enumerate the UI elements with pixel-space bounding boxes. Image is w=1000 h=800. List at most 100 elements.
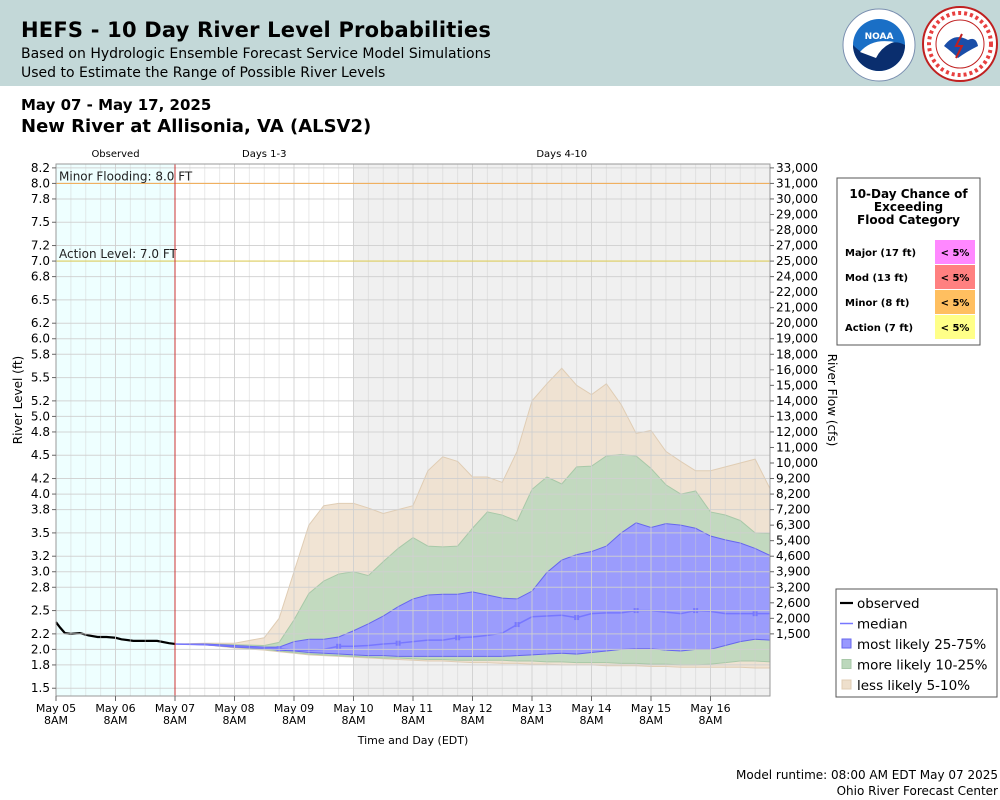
- x-tick-time: 8AM: [163, 714, 187, 727]
- y-tick-label: 6.5: [31, 293, 50, 307]
- y2-tick-label: 11,000: [776, 440, 818, 454]
- y-tick-label: 4.5: [31, 448, 50, 462]
- flood-table-category: Action (7 ft): [845, 323, 913, 334]
- x-tick-day: May 09: [274, 702, 314, 715]
- x-tick-time: 8AM: [639, 714, 663, 727]
- flood-table-category: Major (17 ft): [845, 248, 916, 259]
- y2-tick-label: 3,900: [776, 565, 810, 579]
- y-tick-label: 1.5: [31, 681, 50, 695]
- x-tick-time: 8AM: [282, 714, 306, 727]
- y2-tick-label: 7,200: [776, 503, 810, 517]
- flood-table-value: < 5%: [941, 298, 970, 309]
- y-tick-label: 6.2: [31, 316, 50, 330]
- y-tick-label: 8.0: [31, 176, 50, 190]
- y2-tick-label: 22,000: [776, 285, 818, 299]
- region-label: Observed: [91, 149, 139, 160]
- y2-tick-label: 30,000: [776, 192, 818, 206]
- threshold-label: Action Level: 7.0 FT: [59, 247, 178, 261]
- x-tick-time: 8AM: [222, 714, 246, 727]
- median-marker: [276, 646, 282, 652]
- x-tick-day: May 12: [452, 702, 492, 715]
- y-tick-label: 7.2: [31, 239, 50, 253]
- x-tick-day: May 13: [512, 702, 552, 715]
- y-tick-label: 6.0: [31, 332, 50, 346]
- x-tick-day: May 14: [571, 702, 611, 715]
- y2-tick-label: 12,000: [776, 425, 818, 439]
- y2-tick-label: 9,200: [776, 472, 810, 486]
- legend-label: median: [857, 617, 908, 633]
- median-marker: [574, 615, 580, 621]
- y-tick-label: 2.8: [31, 580, 50, 594]
- median-marker: [514, 622, 520, 628]
- flood-table-swatch: [935, 315, 975, 339]
- y-tick-label: 1.8: [31, 658, 50, 672]
- y2-tick-label: 10,000: [776, 456, 818, 470]
- x-tick-day: May 06: [95, 702, 135, 715]
- flood-table-value: < 5%: [941, 248, 970, 259]
- y-tick-label: 7.0: [31, 254, 50, 268]
- y2-tick-label: 3,200: [776, 580, 810, 594]
- y2-tick-label: 33,000: [776, 161, 818, 175]
- y-tick-label: 2.2: [31, 627, 50, 641]
- y-tick-label: 5.0: [31, 409, 50, 423]
- legend: observed median most likely 25-75% more lik…: [835, 588, 998, 698]
- x-tick-day: May 15: [631, 702, 671, 715]
- x-tick-day: May 10: [333, 702, 373, 715]
- river-level-chart: Minor Flooding: 8.0 FT Action Level: 7.0 …: [11, 149, 998, 747]
- flood-table-value: < 5%: [941, 273, 970, 284]
- x-tick-day: May 08: [214, 702, 254, 715]
- y-tick-label: 6.8: [31, 270, 50, 284]
- y2-tick-label: 24,000: [776, 270, 818, 284]
- x-tick-time: 8AM: [401, 714, 425, 727]
- page-title: HEFS - 10 Day River Level Probabilities: [21, 18, 492, 42]
- x-axis-label: Time and Day (EDT): [357, 734, 469, 747]
- x-tick-time: 8AM: [460, 714, 484, 727]
- y-tick-label: 4.2: [31, 472, 50, 486]
- y2-tick-label: 5,400: [776, 534, 810, 548]
- y2-tick-label: 21,000: [776, 301, 818, 315]
- y2-tick-label: 19,000: [776, 332, 818, 346]
- y-tick-label: 2.5: [31, 604, 50, 618]
- y2-tick-label: 2,600: [776, 596, 810, 610]
- y2-tick-label: 29,000: [776, 207, 818, 221]
- y2-tick-label: 1,500: [776, 627, 810, 641]
- legend-label: less likely 5-10%: [857, 678, 970, 694]
- y2-tick-label: 13,000: [776, 409, 818, 423]
- y-tick-label: 4.0: [31, 487, 50, 501]
- x-tick-time: 8AM: [44, 714, 68, 727]
- y-tick-label: 3.0: [31, 565, 50, 579]
- x-tick-time: 8AM: [579, 714, 603, 727]
- region-label: Days 4-10: [536, 149, 587, 160]
- flood-table-category: Minor (8 ft): [845, 298, 910, 309]
- y2-tick-label: 27,000: [776, 239, 818, 253]
- station-name: New River at Allisonia, VA (ALSV2): [21, 116, 372, 137]
- subtitle-line-1: Based on Hydrologic Ensemble Forecast Se…: [21, 46, 491, 62]
- y2-tick-label: 28,000: [776, 223, 818, 237]
- observed-line: [55, 621, 176, 646]
- legend-swatch: [841, 679, 852, 690]
- y-axis-label: River Level (ft): [11, 356, 25, 444]
- y2-tick-label: 20,000: [776, 316, 818, 330]
- flood-category-table: 10-Day Chance of Exceeding Flood Category M…: [836, 177, 981, 346]
- y-tick-label: 3.5: [31, 526, 50, 540]
- y2-tick-label: 4,600: [776, 549, 810, 563]
- flood-table-value: < 5%: [941, 323, 970, 334]
- flood-table-swatch: [935, 240, 975, 264]
- y-tick-label: 3.2: [31, 549, 50, 563]
- x-tick-time: 8AM: [698, 714, 722, 727]
- legend-label: observed: [857, 596, 920, 612]
- flood-table-category: Mod (13 ft): [845, 273, 908, 284]
- y2-tick-label: 16,000: [776, 363, 818, 377]
- legend-swatch: [841, 659, 852, 669]
- x-tick-day: May 11: [393, 702, 433, 715]
- median-marker: [336, 643, 342, 649]
- flood-table-title: 10-Day Chance of Exceeding Flood Category: [849, 187, 968, 227]
- forecast-center: Ohio River Forecast Center: [836, 784, 998, 798]
- median-marker: [395, 640, 401, 646]
- y2-tick-label: 2,000: [776, 611, 810, 625]
- y2-tick-label: 25,000: [776, 254, 818, 268]
- median-marker: [752, 611, 758, 617]
- model-runtime: Model runtime: 08:00 AM EDT May 07 2025: [736, 768, 998, 782]
- legend-label: most likely 25-75%: [857, 637, 986, 653]
- y-tick-label: 5.5: [31, 371, 50, 385]
